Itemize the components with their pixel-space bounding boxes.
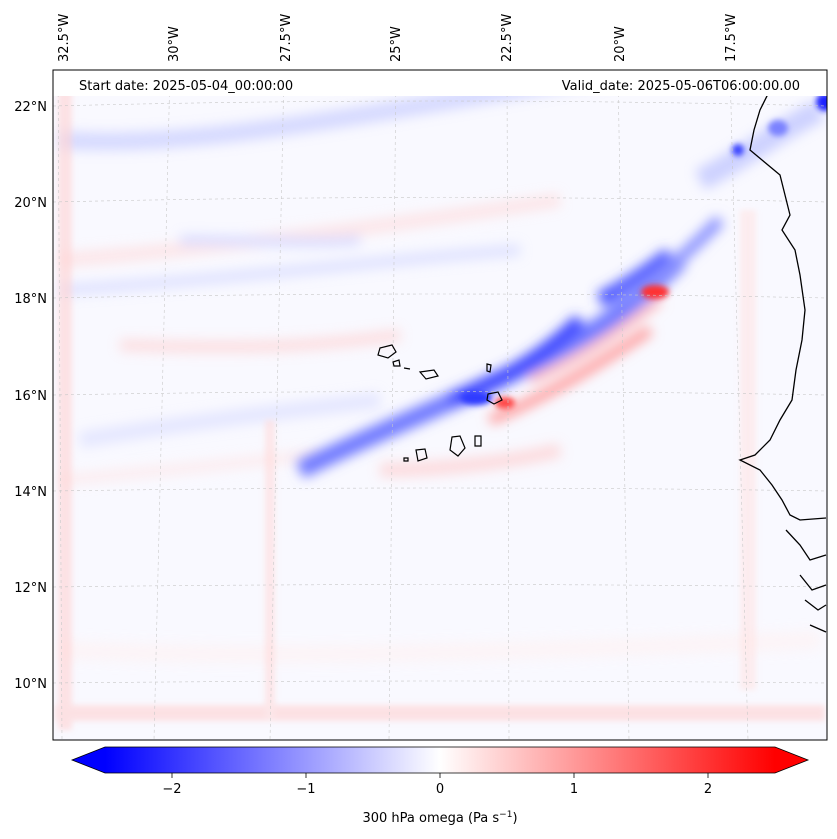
- colorbar-max-extend: [775, 747, 808, 773]
- colorbar-title: 300 hPa omega (Pa s−1): [362, 810, 517, 826]
- lat-tick-label: 18°N: [14, 292, 47, 307]
- omega-field: [55, 70, 827, 730]
- lon-tick-label: 27.5°W: [279, 14, 294, 62]
- colorbar-tick-label: −2: [162, 782, 181, 797]
- graticule: [53, 70, 827, 740]
- lon-tick-label: 25°W: [389, 26, 404, 62]
- colorbar-gradient: [105, 747, 775, 773]
- lat-tick-label: 14°N: [14, 485, 47, 500]
- lat-tick-label: 16°N: [14, 389, 47, 404]
- lat-tick-label: 20°N: [14, 196, 47, 211]
- colorbar-min-extend: [72, 747, 105, 773]
- start-date-label: Start date: 2025-05-04_00:00:00: [79, 79, 293, 94]
- lat-tick-label: 22°N: [14, 100, 47, 115]
- colorbar-tick-label: 0: [436, 782, 444, 797]
- lat-tick-label: 10°N: [14, 677, 47, 692]
- colorbar: −2 −1 0 1 2 300 hPa omega (Pa s−1): [70, 746, 810, 826]
- cape-verde-islands: [377, 344, 503, 462]
- header-strip: [53, 70, 827, 96]
- map-frame: [52, 69, 828, 741]
- lon-tick-label: 17.5°W: [724, 14, 739, 62]
- colorbar-tick-label: −1: [296, 782, 315, 797]
- latitude-ticks: 22°N 20°N 18°N 16°N 14°N 12°N 10°N: [14, 100, 47, 692]
- valid-date-label: Valid_date: 2025-05-06T06:00:00.00: [562, 79, 800, 94]
- west-africa-coastline: [738, 70, 827, 633]
- colorbar-tick-label: 1: [570, 782, 578, 797]
- colorbar-ticks: −2 −1 0 1 2: [162, 773, 712, 797]
- lon-tick-label: 22.5°W: [500, 14, 515, 62]
- lat-tick-label: 12°N: [14, 581, 47, 596]
- colorbar-tick-label: 2: [704, 782, 712, 797]
- lon-tick-label: 32.5°W: [57, 14, 72, 62]
- map-panel: Start date: 2025-05-04_00:00:00 Valid_da…: [52, 69, 828, 741]
- lon-tick-label: 20°W: [613, 26, 628, 62]
- colorbar-outline: [70, 746, 810, 774]
- lon-tick-label: 30°W: [167, 26, 182, 62]
- longitude-ticks: 32.5°W 30°W 27.5°W 25°W 22.5°W 20°W 17.5…: [57, 14, 739, 62]
